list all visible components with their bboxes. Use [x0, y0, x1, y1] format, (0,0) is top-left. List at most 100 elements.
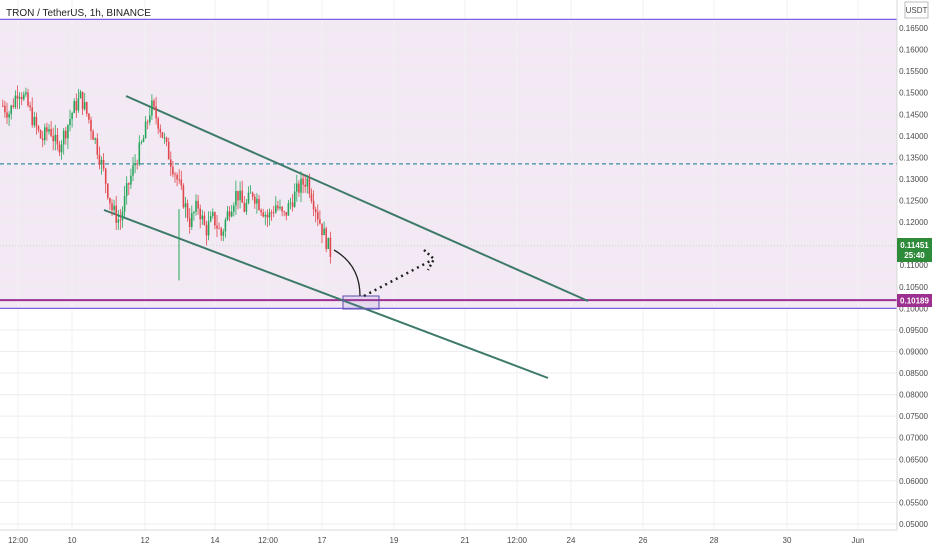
- candle-body: [199, 208, 201, 220]
- candle-body: [180, 179, 183, 186]
- candle-body: [283, 211, 285, 213]
- candle-body: [258, 198, 260, 210]
- candle-body: [35, 116, 38, 127]
- candle-body: [94, 138, 96, 140]
- candle-body: [207, 221, 210, 236]
- candle-body: [293, 191, 296, 207]
- candle-body: [149, 115, 151, 123]
- level-lines[interactable]: [0, 18, 897, 309]
- candle-body: [117, 219, 120, 223]
- candle-body: [245, 202, 248, 212]
- candle-body: [31, 107, 33, 126]
- currency-box[interactable]: [904, 1, 929, 19]
- candle-body: [65, 130, 67, 139]
- candle-body: [195, 200, 197, 212]
- candle-body: [209, 215, 212, 222]
- candle-body: [291, 202, 294, 207]
- candle-body: [102, 160, 105, 169]
- candle-body: [264, 214, 267, 217]
- candle-body: [69, 118, 71, 126]
- candle-body: [104, 168, 107, 184]
- candle-body: [254, 196, 256, 204]
- target-zone-box[interactable]: [342, 295, 380, 310]
- candle-body: [178, 179, 180, 181]
- candle-body: [50, 129, 52, 136]
- candle-body: [314, 209, 317, 213]
- price-tick-label: 0.13000: [899, 175, 928, 184]
- candle-body: [123, 195, 126, 212]
- candle-body: [317, 212, 319, 220]
- price-axis-panel[interactable]: [897, 0, 932, 550]
- candle-body: [306, 178, 309, 187]
- candle-body: [218, 228, 220, 230]
- price-tick-label: 0.07500: [899, 412, 928, 421]
- candle-body: [136, 163, 138, 165]
- candle-body: [167, 141, 170, 160]
- candle-body: [323, 228, 325, 236]
- candle-body: [308, 178, 311, 194]
- candle-body: [27, 92, 29, 106]
- candle-body: [132, 165, 134, 176]
- countdown-label: 25:40: [904, 251, 925, 260]
- projection-arrow-dotted[interactable]: [363, 258, 433, 298]
- candle-body: [270, 212, 273, 214]
- candle-body: [201, 215, 204, 220]
- candle-body: [298, 183, 300, 193]
- candle-body: [220, 228, 222, 236]
- candle-body: [193, 211, 195, 214]
- time-tick-label: 19: [390, 536, 399, 545]
- candle-body: [113, 205, 115, 211]
- candle-body: [281, 206, 283, 212]
- candle-body: [144, 121, 147, 139]
- projection-arrowhead[interactable]: [423, 249, 436, 271]
- channel-upper-trendline[interactable]: [125, 95, 589, 302]
- price-tick-label: 0.10500: [899, 283, 928, 292]
- candle-body: [216, 225, 218, 229]
- candle-body: [233, 205, 235, 212]
- candle-body: [75, 101, 78, 111]
- candle-body: [14, 95, 17, 108]
- channel-lower-trendline[interactable]: [103, 209, 549, 379]
- time-tick-label: 17: [318, 536, 327, 545]
- candle-body: [54, 134, 57, 142]
- candle-body: [226, 211, 229, 220]
- candle-body: [52, 135, 54, 142]
- time-tick-label: 12:00: [507, 536, 528, 545]
- price-tick-label: 0.06500: [899, 455, 928, 464]
- candle-body: [161, 132, 164, 138]
- candle-body: [304, 184, 306, 187]
- candle-body: [310, 193, 313, 201]
- candle-body: [125, 183, 128, 196]
- candle-body: [142, 138, 145, 143]
- time-tick-label: 30: [783, 536, 792, 545]
- candle-body: [138, 142, 141, 165]
- candle-body: [48, 129, 50, 132]
- time-tick-label: 12: [141, 536, 150, 545]
- candle-body: [109, 197, 111, 204]
- candle-body: [79, 91, 82, 99]
- candle-body: [18, 96, 21, 99]
- candle-body: [302, 178, 304, 185]
- candle-body: [86, 102, 88, 114]
- candle-body: [96, 138, 99, 155]
- candle-body: [321, 223, 323, 236]
- candle-body: [153, 100, 155, 107]
- current-price-badge: [897, 238, 932, 262]
- time-axis-labels: 12:00 10 12 14 12:00 17 19 21 12:00 24 26 28 30 Jun: [8, 536, 864, 545]
- candle-body: [176, 174, 178, 180]
- candle-body: [272, 212, 275, 214]
- candle-body: [121, 211, 124, 221]
- currency-label: USDT: [906, 6, 928, 15]
- candle-body: [2, 105, 4, 107]
- time-tick-label: 28: [710, 536, 719, 545]
- grid: [0, 0, 897, 530]
- curved-arrow-drawing[interactable]: [333, 249, 361, 297]
- time-tick-label: 10: [68, 536, 77, 545]
- price-tick-label: 0.15000: [899, 89, 928, 98]
- candle-body: [46, 127, 48, 132]
- candle-body: [275, 205, 277, 213]
- candle-body: [188, 217, 191, 227]
- candle-body: [159, 128, 162, 133]
